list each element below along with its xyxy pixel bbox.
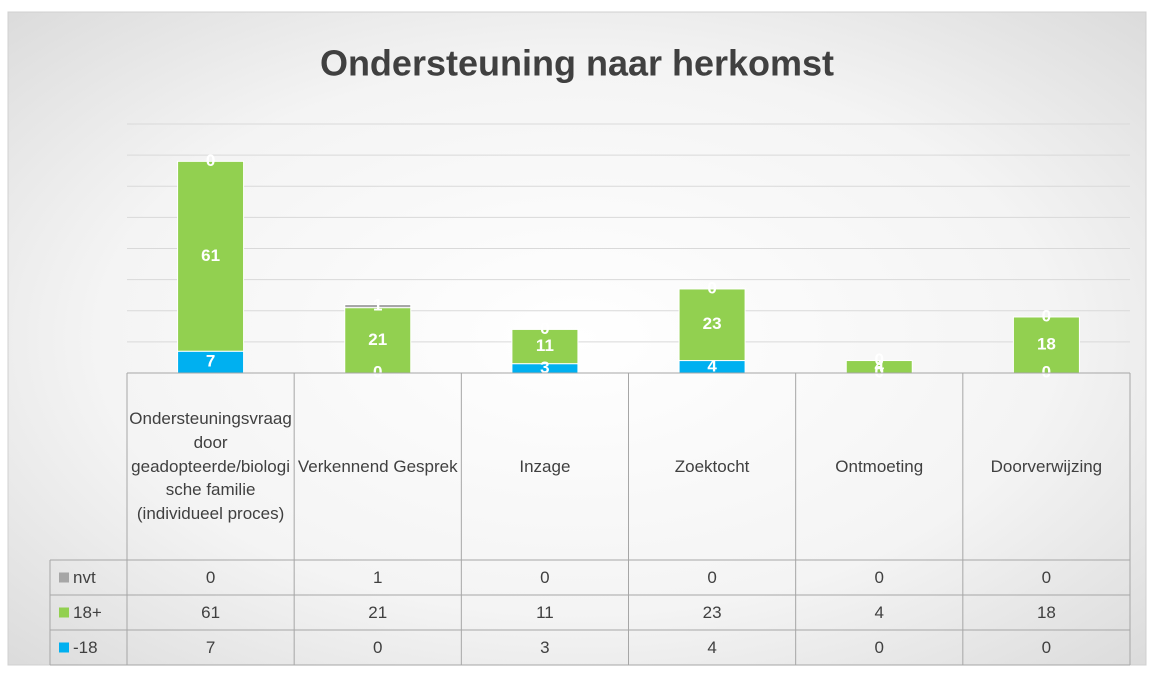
x-tick-label: Zoektocht: [674, 456, 750, 476]
x-tick-label: Doorverwijzing: [990, 456, 1103, 476]
category-cell: Ondersteuningsvraag door geadopteerde/bi…: [129, 409, 292, 524]
bar-segment: [177, 160, 245, 352]
data-label: 3: [540, 358, 549, 377]
table-value: 7: [206, 638, 215, 657]
category-cell: Verkennend Gesprek: [297, 456, 458, 476]
table-value: 0: [1042, 568, 1051, 587]
table-value: 3: [540, 638, 549, 657]
table-value: 4: [875, 603, 884, 622]
data-label: 0: [540, 319, 549, 338]
table-value: 23: [703, 603, 722, 622]
bar-segment: [344, 304, 412, 309]
x-tick-label: Ontmoeting: [835, 456, 924, 476]
table-value: 0: [206, 568, 215, 587]
x-tick-label: Inzage: [519, 456, 571, 476]
data-label: 4: [875, 356, 885, 375]
data-label: 0: [1042, 306, 1051, 325]
table-value: 0: [1042, 638, 1051, 657]
table-value: 1: [373, 568, 382, 587]
data-label: 23: [703, 314, 722, 333]
bar-segment: [1012, 316, 1080, 374]
data-label: 0: [1042, 362, 1051, 381]
category-cell: Doorverwijzing: [990, 456, 1103, 476]
data-label: 0: [707, 278, 716, 297]
data-label: 1: [373, 296, 382, 315]
legend-swatch: [59, 607, 69, 618]
table-value: 11: [536, 603, 554, 622]
bar-segment: [511, 328, 579, 365]
data-label: 4: [707, 356, 717, 375]
table-value: 0: [373, 638, 382, 657]
data-label: 18: [1037, 334, 1056, 353]
chart-title: Ondersteuning naar herkomst: [320, 43, 834, 84]
category-cell: Inzage: [519, 456, 571, 476]
x-tick-label: Verkennend Gesprek: [297, 456, 458, 476]
table-value: 0: [875, 638, 884, 657]
table-value: 18: [1037, 603, 1056, 622]
table-value: 0: [875, 568, 884, 587]
data-label: 0: [373, 362, 382, 381]
legend-label: -18: [73, 638, 98, 657]
data-label: 7: [206, 352, 215, 371]
category-cell: Ontmoeting: [835, 456, 924, 476]
data-label: 0: [206, 151, 215, 170]
table-value: 21: [368, 603, 387, 622]
bar-segment: [678, 288, 746, 362]
table-value: 0: [540, 568, 549, 587]
data-label: 61: [201, 246, 220, 265]
legend-swatch: [59, 572, 69, 583]
data-label: 21: [368, 330, 387, 349]
data-label: 0: [875, 362, 884, 381]
table-value: 61: [201, 603, 220, 622]
legend-swatch: [59, 642, 69, 653]
category-cell: Zoektocht: [674, 456, 750, 476]
data-label: 11: [536, 336, 554, 355]
data-label: 0: [875, 350, 884, 369]
legend-label: 18+: [73, 603, 102, 622]
x-tick-label: Ondersteuningsvraag door geadopteerde/bi…: [129, 409, 292, 524]
legend-label: nvt: [73, 568, 96, 587]
table-value: 4: [707, 638, 716, 657]
table-value: 0: [707, 568, 716, 587]
